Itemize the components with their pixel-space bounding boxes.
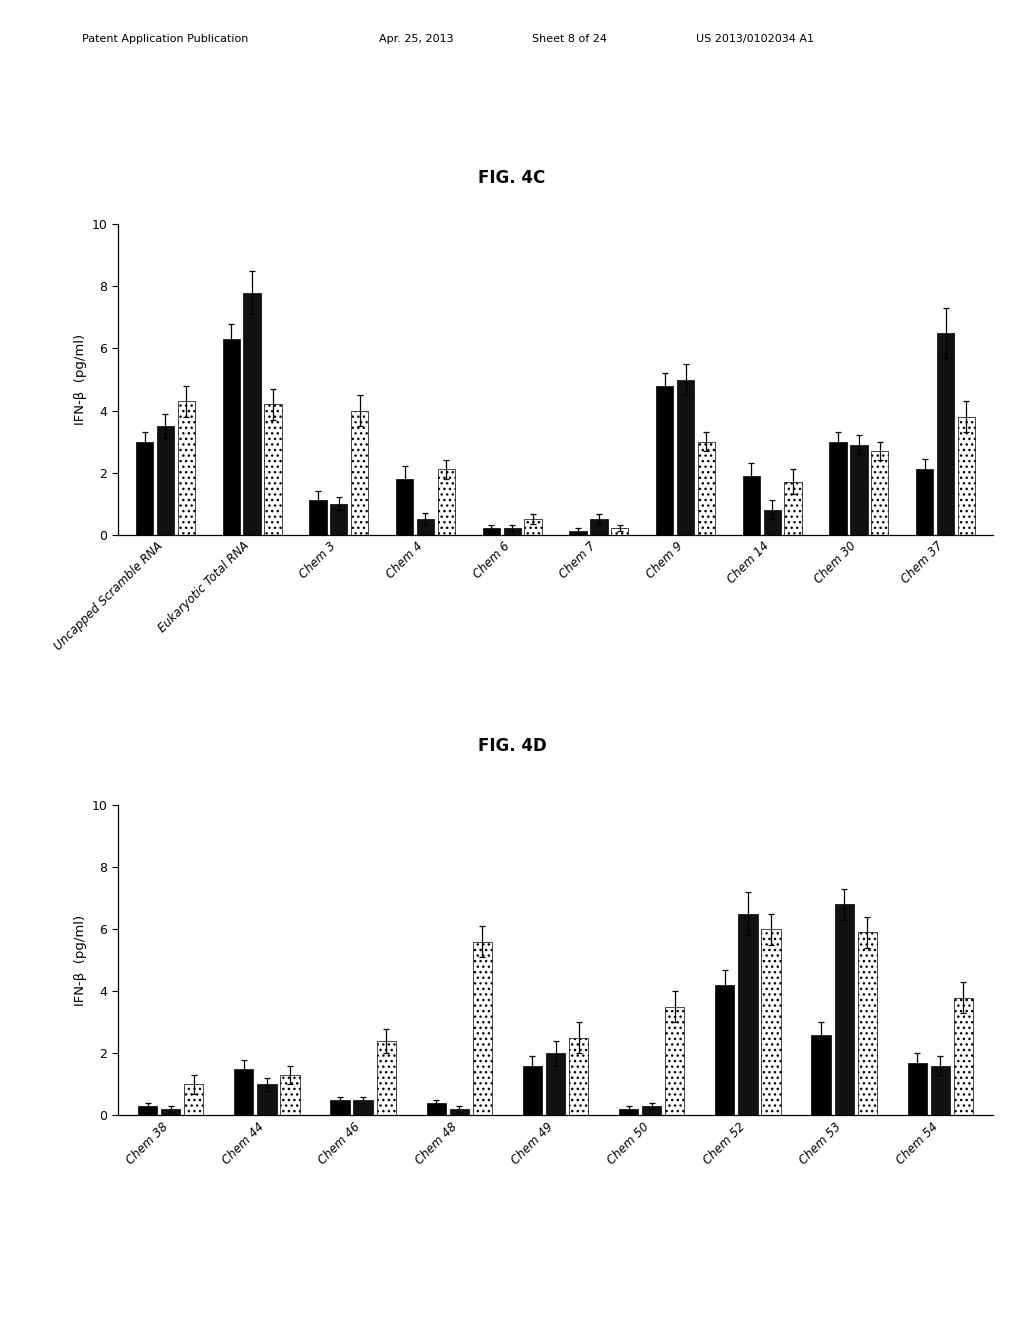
Bar — [157, 426, 174, 535]
Bar — [523, 1065, 542, 1115]
Bar — [666, 1007, 684, 1115]
Bar — [264, 404, 282, 535]
Bar — [850, 445, 867, 535]
Bar — [161, 1109, 180, 1115]
Bar — [222, 339, 240, 535]
Bar — [871, 451, 889, 535]
Text: Sheet 8 of 24: Sheet 8 of 24 — [532, 34, 607, 45]
Bar — [858, 932, 877, 1115]
Bar — [569, 532, 587, 535]
Bar — [715, 985, 734, 1115]
Bar — [184, 1085, 204, 1115]
Bar — [811, 1035, 830, 1115]
Bar — [417, 519, 434, 535]
Bar — [309, 500, 327, 535]
Bar — [482, 528, 500, 535]
Bar — [642, 1106, 662, 1115]
Bar — [764, 510, 781, 535]
Bar — [351, 411, 369, 535]
Bar — [738, 913, 758, 1115]
Bar — [931, 1065, 950, 1115]
Bar — [829, 441, 847, 535]
Bar — [473, 941, 492, 1115]
Bar — [762, 929, 780, 1115]
Bar — [353, 1100, 373, 1115]
Bar — [784, 482, 802, 535]
Bar — [377, 1041, 396, 1115]
Y-axis label: IFN-β  (pg/ml): IFN-β (pg/ml) — [75, 915, 87, 1006]
Bar — [437, 470, 455, 535]
Bar — [569, 1038, 588, 1115]
Bar — [916, 470, 934, 535]
Bar — [257, 1085, 276, 1115]
Bar — [677, 380, 694, 535]
Text: Apr. 25, 2013: Apr. 25, 2013 — [379, 34, 454, 45]
Bar — [953, 998, 973, 1115]
Bar — [697, 441, 715, 535]
Bar — [620, 1109, 638, 1115]
Bar — [427, 1104, 445, 1115]
Bar — [244, 293, 261, 535]
Bar — [546, 1053, 565, 1115]
Bar — [611, 528, 629, 535]
Y-axis label: IFN-β  (pg/ml): IFN-β (pg/ml) — [75, 334, 87, 425]
Bar — [450, 1109, 469, 1115]
Bar — [330, 504, 347, 535]
Bar — [937, 333, 954, 535]
Text: US 2013/0102034 A1: US 2013/0102034 A1 — [696, 34, 814, 45]
Bar — [504, 528, 521, 535]
Bar — [396, 479, 414, 535]
Bar — [590, 519, 607, 535]
Bar — [234, 1069, 253, 1115]
Bar — [177, 401, 195, 535]
Bar — [524, 519, 542, 535]
Bar — [957, 417, 975, 535]
Text: FIG. 4C: FIG. 4C — [478, 169, 546, 187]
Bar — [281, 1074, 300, 1115]
Bar — [138, 1106, 158, 1115]
Bar — [742, 475, 760, 535]
Bar — [331, 1100, 349, 1115]
Bar — [136, 441, 154, 535]
Text: Patent Application Publication: Patent Application Publication — [82, 34, 248, 45]
Bar — [835, 904, 854, 1115]
Bar — [656, 385, 674, 535]
Text: FIG. 4D: FIG. 4D — [477, 737, 547, 755]
Bar — [907, 1063, 927, 1115]
